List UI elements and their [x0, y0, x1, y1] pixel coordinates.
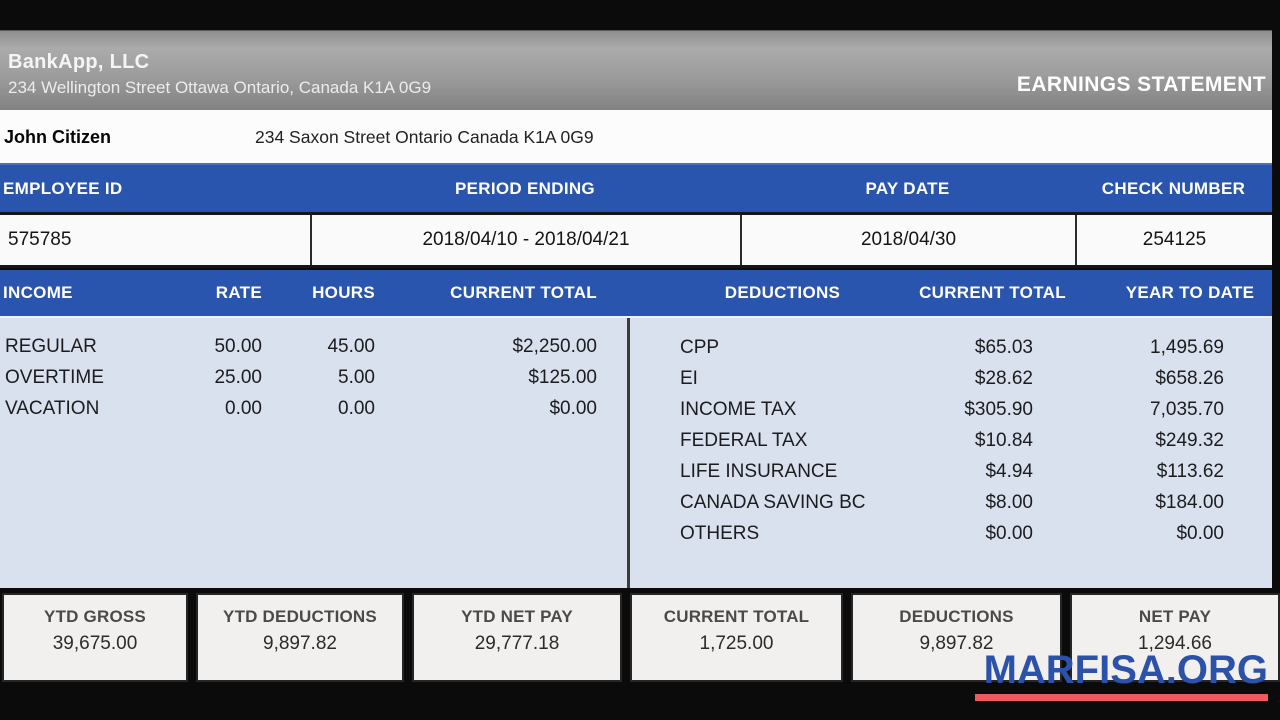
- income-rate: 50.00: [214, 335, 262, 357]
- summary-value: 9,897.82: [919, 633, 994, 654]
- summary-box-ytd-deductions: YTD DEDUCTIONS 9,897.82: [196, 593, 404, 682]
- summary-label: YTD NET PAY: [461, 607, 573, 626]
- right-black-strip: [1272, 30, 1280, 588]
- header-period-ending: PERIOD ENDING: [455, 178, 595, 198]
- income-label: REGULAR: [5, 335, 97, 357]
- header-pay-date: PAY DATE: [865, 178, 950, 198]
- deduction-row: EI $28.62 $658.26: [630, 363, 1272, 394]
- deduction-year-to-date: $113.62: [1156, 460, 1224, 482]
- summary-label: YTD DEDUCTIONS: [223, 607, 377, 626]
- summary-box-ytd-net-pay: YTD NET PAY 29,777.18: [412, 593, 622, 682]
- deduction-row: LIFE INSURANCE $4.94 $113.62: [630, 456, 1272, 487]
- income-label: VACATION: [5, 397, 100, 419]
- deduction-year-to-date: $184.00: [1155, 491, 1224, 513]
- header-hours: HOURS: [312, 283, 375, 302]
- header-income: INCOME: [3, 283, 73, 302]
- watermark-underline: [975, 694, 1268, 701]
- deduction-row: CANADA SAVING BC $8.00 $184.00: [630, 487, 1272, 518]
- header-deductions: DEDUCTIONS: [724, 283, 841, 302]
- income-section: REGULAR 50.00 45.00 $2,250.00 OVERTIME 2…: [0, 318, 627, 588]
- pay-info-value-row: 575785 2018/04/10 - 2018/04/21 2018/04/3…: [0, 212, 1280, 268]
- top-black-bar: [0, 0, 1280, 30]
- deduction-current-total: $305.90: [964, 398, 1033, 420]
- income-hours: 0.00: [338, 397, 375, 419]
- income-label: OVERTIME: [5, 366, 104, 388]
- deduction-year-to-date: $658.26: [1155, 367, 1224, 389]
- value-employee-id: 575785: [8, 229, 72, 250]
- company-block: BankApp, LLC 234 Wellington Street Ottaw…: [8, 49, 431, 100]
- income-row: VACATION 0.00 0.00 $0.00: [0, 393, 627, 424]
- income-hours: 45.00: [327, 335, 375, 357]
- table-header-row: INCOME RATE HOURS CURRENT TOTAL DEDUCTIO…: [0, 270, 1280, 316]
- deduction-year-to-date: 7,035.70: [1150, 398, 1224, 420]
- header-employee-id: EMPLOYEE ID: [3, 178, 123, 198]
- income-rate: 25.00: [214, 366, 262, 388]
- income-row: OVERTIME 25.00 5.00 $125.00: [0, 362, 627, 393]
- header-deductions-current-total: CURRENT TOTAL: [919, 283, 1066, 302]
- company-header: BankApp, LLC 234 Wellington Street Ottaw…: [0, 30, 1280, 110]
- summary-value: 9,897.82: [263, 633, 337, 654]
- value-check-number: 254125: [1075, 215, 1272, 265]
- deduction-current-total: $65.03: [974, 336, 1033, 358]
- summary-value: 1,725.00: [699, 633, 774, 654]
- deductions-section: CPP $65.03 1,495.69 EI $28.62 $658.26 IN…: [627, 318, 1272, 588]
- summary-value: 39,675.00: [52, 633, 138, 654]
- deduction-label: EI: [680, 367, 698, 389]
- header-rate: RATE: [215, 283, 262, 302]
- document-title: EARNINGS STATEMENT: [1016, 73, 1266, 96]
- watermark-text: MARFISA.ORG: [983, 648, 1268, 692]
- income-rate: 0.00: [225, 397, 262, 419]
- deduction-row: CPP $65.03 1,495.69: [630, 332, 1272, 363]
- income-row: REGULAR 50.00 45.00 $2,250.00: [0, 331, 627, 362]
- deduction-year-to-date: $0.00: [1176, 522, 1224, 544]
- header-check-number: CHECK NUMBER: [1101, 178, 1246, 198]
- deduction-year-to-date: 1,495.69: [1150, 336, 1224, 358]
- summary-row: YTD GROSS 39,675.00 YTD DEDUCTIONS 9,897…: [0, 588, 1280, 720]
- deduction-row: FEDERAL TAX $10.84 $249.32: [630, 425, 1272, 456]
- deduction-label: INCOME TAX: [680, 398, 797, 420]
- table-body: REGULAR 50.00 45.00 $2,250.00 OVERTIME 2…: [0, 316, 1272, 588]
- pay-info-header-row: EMPLOYEE ID PERIOD ENDING PAY DATE CHECK…: [0, 163, 1280, 212]
- summary-box-current-total: CURRENT TOTAL 1,725.00: [630, 593, 843, 682]
- company-address: 234 Wellington Street Ottawa Ontario, Ca…: [8, 78, 432, 97]
- deduction-label: CANADA SAVING BC: [680, 491, 866, 513]
- deduction-label: FEDERAL TAX: [680, 429, 808, 451]
- deduction-current-total: $28.62: [974, 367, 1033, 389]
- value-pay-date: 2018/04/30: [740, 215, 1075, 265]
- deduction-label: OTHERS: [680, 522, 760, 544]
- employee-address: 234 Saxon Street Ontario Canada K1A 0G9: [255, 127, 594, 147]
- income-hours: 5.00: [338, 366, 375, 388]
- company-name: BankApp, LLC: [8, 51, 150, 73]
- income-current-total: $2,250.00: [512, 335, 597, 357]
- deduction-current-total: $4.94: [985, 460, 1033, 482]
- deduction-current-total: $0.00: [985, 522, 1033, 544]
- deduction-current-total: $8.00: [985, 491, 1033, 513]
- deduction-row: INCOME TAX $305.90 7,035.70: [630, 394, 1272, 425]
- header-income-current-total: CURRENT TOTAL: [450, 283, 597, 302]
- summary-box-net-pay: NET PAY 1,294.66: [1070, 593, 1280, 682]
- summary-box-ytd-gross: YTD GROSS 39,675.00: [2, 593, 188, 682]
- summary-box-deductions: DEDUCTIONS 9,897.82: [851, 593, 1062, 682]
- deduction-current-total: $10.84: [974, 429, 1033, 451]
- income-current-total: $0.00: [549, 397, 597, 419]
- deduction-year-to-date: $249.32: [1155, 429, 1224, 451]
- employee-row: John Citizen 234 Saxon Street Ontario Ca…: [0, 110, 1280, 163]
- summary-label: CURRENT TOTAL: [663, 607, 810, 626]
- employee-name: John Citizen: [4, 127, 111, 147]
- income-current-total: $125.00: [528, 366, 597, 388]
- summary-label: YTD GROSS: [44, 607, 146, 626]
- header-year-to-date: YEAR TO DATE: [1125, 283, 1255, 302]
- summary-label: NET PAY: [1138, 607, 1212, 626]
- summary-value: 29,777.18: [474, 633, 560, 654]
- watermark: MARFISA.ORG: [975, 648, 1268, 701]
- deduction-label: CPP: [680, 336, 720, 358]
- value-period-ending: 2018/04/10 - 2018/04/21: [310, 215, 740, 265]
- summary-value: 1,294.66: [1138, 633, 1212, 654]
- summary-label: DEDUCTIONS: [899, 607, 1014, 626]
- deduction-label: LIFE INSURANCE: [680, 460, 838, 482]
- deduction-row: OTHERS $0.00 $0.00: [630, 518, 1272, 549]
